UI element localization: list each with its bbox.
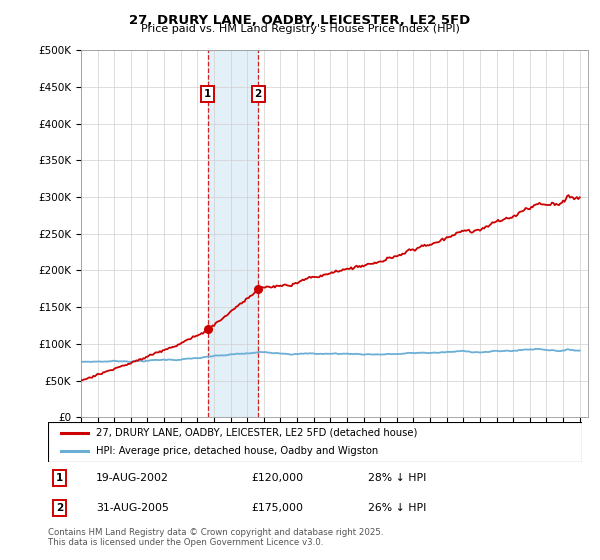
Text: 31-AUG-2005: 31-AUG-2005 — [96, 503, 169, 514]
Text: Price paid vs. HM Land Registry's House Price Index (HPI): Price paid vs. HM Land Registry's House … — [140, 24, 460, 34]
Text: 2: 2 — [254, 90, 262, 100]
Text: 2: 2 — [56, 503, 64, 514]
Text: HPI: Average price, detached house, Oadby and Wigston: HPI: Average price, detached house, Oadb… — [96, 446, 379, 456]
Text: 28% ↓ HPI: 28% ↓ HPI — [368, 473, 427, 483]
Text: 27, DRURY LANE, OADBY, LEICESTER, LE2 5FD (detached house): 27, DRURY LANE, OADBY, LEICESTER, LE2 5F… — [96, 428, 418, 438]
Text: 19-AUG-2002: 19-AUG-2002 — [96, 473, 169, 483]
Text: 1: 1 — [204, 90, 211, 100]
Text: 27, DRURY LANE, OADBY, LEICESTER, LE2 5FD: 27, DRURY LANE, OADBY, LEICESTER, LE2 5F… — [130, 14, 470, 27]
Bar — [208, 50, 258, 417]
Text: £120,000: £120,000 — [251, 473, 303, 483]
Text: 1: 1 — [56, 473, 64, 483]
Text: £175,000: £175,000 — [251, 503, 303, 514]
Text: Contains HM Land Registry data © Crown copyright and database right 2025.
This d: Contains HM Land Registry data © Crown c… — [48, 528, 383, 547]
FancyBboxPatch shape — [48, 422, 582, 462]
Text: 26% ↓ HPI: 26% ↓ HPI — [368, 503, 427, 514]
